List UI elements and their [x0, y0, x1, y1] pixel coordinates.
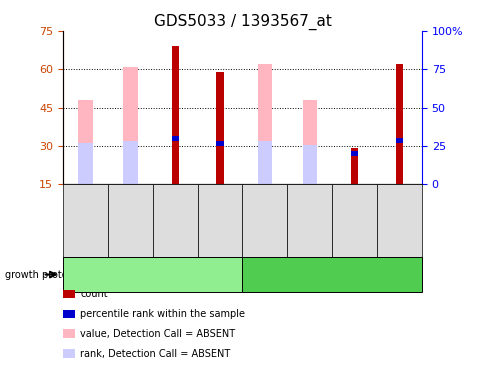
Bar: [216, 141, 223, 146]
Text: count: count: [80, 289, 107, 299]
Bar: [123, 141, 137, 184]
Text: rank, Detection Call = ABSENT: rank, Detection Call = ABSENT: [80, 349, 230, 359]
Bar: [171, 136, 179, 141]
Text: GSM780669: GSM780669: [304, 198, 314, 244]
Text: pair-fed control diet (16 days): pair-fed control diet (16 days): [90, 270, 215, 279]
Bar: [302, 145, 317, 184]
Text: GSM780670: GSM780670: [349, 198, 359, 244]
Bar: [171, 46, 179, 184]
Bar: [78, 143, 92, 184]
Bar: [78, 100, 92, 184]
Text: GSM780666: GSM780666: [170, 198, 180, 244]
Text: GSM780664: GSM780664: [81, 198, 90, 244]
Bar: [123, 66, 137, 184]
Bar: [395, 64, 402, 184]
Bar: [257, 64, 272, 184]
Text: GSM780665: GSM780665: [125, 198, 135, 244]
Text: GDS5033 / 1393567_at: GDS5033 / 1393567_at: [153, 13, 331, 30]
Bar: [395, 139, 402, 143]
Text: value, Detection Call = ABSENT: value, Detection Call = ABSENT: [80, 329, 235, 339]
Text: GSM780671: GSM780671: [394, 198, 403, 244]
Text: zinc-deficient diet (10 days)  followed by
control diet (6 days): zinc-deficient diet (10 days) followed b…: [254, 265, 409, 284]
Bar: [350, 149, 358, 184]
Text: GSM780667: GSM780667: [215, 198, 224, 244]
Bar: [350, 151, 358, 156]
Text: GSM780668: GSM780668: [260, 198, 269, 244]
Bar: [216, 72, 223, 184]
Text: percentile rank within the sample: percentile rank within the sample: [80, 309, 244, 319]
Bar: [302, 100, 317, 184]
Text: growth protocol: growth protocol: [5, 270, 81, 280]
Bar: [257, 141, 272, 184]
